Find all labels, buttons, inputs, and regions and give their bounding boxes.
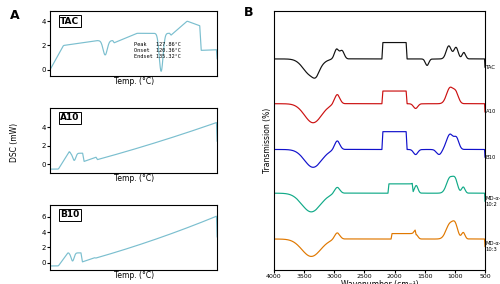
- Text: B10: B10: [60, 210, 80, 219]
- Y-axis label: Transmission (%): Transmission (%): [264, 108, 272, 173]
- X-axis label: Temp. (°C): Temp. (°C): [114, 77, 154, 86]
- Text: A10: A10: [60, 113, 80, 122]
- Text: TAC: TAC: [60, 16, 79, 26]
- X-axis label: Temp. (°C): Temp. (°C): [114, 271, 154, 280]
- Text: MD-α-Toc
10:2: MD-α-Toc 10:2: [486, 196, 500, 206]
- Text: MD-α-Toc
10:3: MD-α-Toc 10:3: [486, 241, 500, 252]
- X-axis label: Wavenumber (cm⁻¹): Wavenumber (cm⁻¹): [340, 280, 418, 284]
- Text: A10: A10: [486, 109, 496, 114]
- Text: B: B: [244, 6, 254, 19]
- Text: B10: B10: [486, 154, 496, 160]
- Text: DSC (mW): DSC (mW): [10, 122, 19, 162]
- Text: A: A: [10, 9, 20, 22]
- Text: TAC: TAC: [486, 65, 496, 70]
- Text: Peak   127.86°C
Onset  120.36°C
Endset 135.32°C: Peak 127.86°C Onset 120.36°C Endset 135.…: [134, 42, 180, 59]
- X-axis label: Temp. (°C): Temp. (°C): [114, 174, 154, 183]
